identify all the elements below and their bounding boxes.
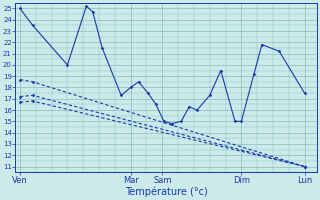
X-axis label: Température (°c): Température (°c) (125, 187, 208, 197)
